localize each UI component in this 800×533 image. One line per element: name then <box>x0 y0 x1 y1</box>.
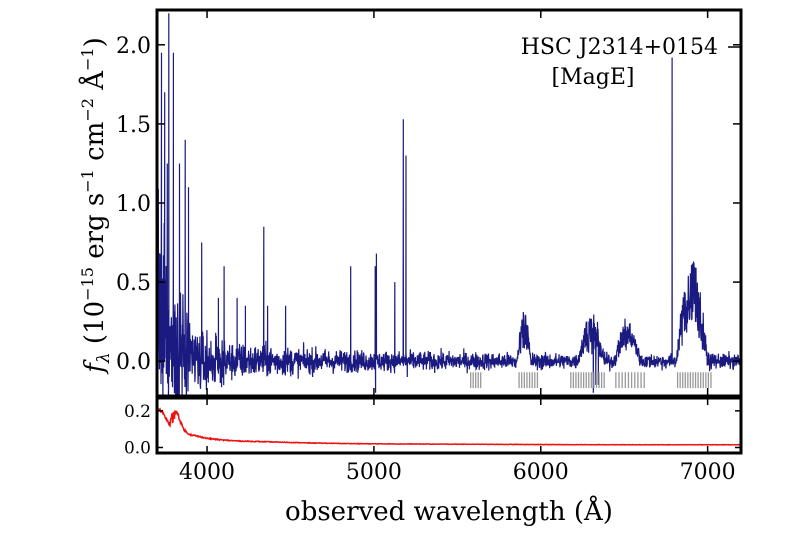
flux-line <box>157 13 741 396</box>
y-label-part: cm <box>80 122 110 169</box>
y-label-exp: −15 <box>78 267 97 301</box>
y-label-part: ) <box>80 37 110 47</box>
instrument-label: [MagE] <box>552 65 635 90</box>
y-label-exp: −1 <box>78 47 97 71</box>
y-label-subscript: λ <box>94 352 114 364</box>
main-y-axis: 0.0 0.5 1.0 1.5 2.0 <box>116 10 741 396</box>
error-y-tick-label: 0.0 <box>124 439 151 459</box>
main-panel-frame <box>155 8 743 398</box>
x-tick-label: 4000 <box>179 460 235 485</box>
y-label-exp: −2 <box>78 98 97 122</box>
error-panel-frame <box>155 396 743 455</box>
error-y-axis: 0.0 0.2 <box>124 402 741 459</box>
y-tick-label: 2.0 <box>116 34 151 59</box>
x-axis-label: observed wavelength (Å) <box>285 495 613 527</box>
x-axis: 4000 5000 6000 7000 <box>179 398 736 485</box>
sky-line-markers <box>470 372 712 389</box>
object-name-label: HSC J2314+0154 <box>521 35 718 60</box>
x-tick-label: 6000 <box>513 460 569 485</box>
x-tick-label: 5000 <box>346 460 402 485</box>
error-y-tick-label: 0.2 <box>124 402 151 422</box>
y-label-part: (10 <box>80 301 110 353</box>
y-tick-label: 0.5 <box>116 271 151 296</box>
x-tick-label: 7000 <box>680 460 736 485</box>
flux-spectrum-series <box>157 13 741 396</box>
error-line <box>157 407 741 446</box>
main-panel: 0.0 0.5 1.0 1.5 2.0 HSC J2314+0154 [MagE] <box>116 8 743 398</box>
y-axis-label: fλ (10−15 erg s−1 cm−2 Å−1) <box>78 37 114 374</box>
y-label-part: erg s <box>80 193 110 267</box>
y-label-exp: −1 <box>78 169 97 193</box>
y-label-part: Å <box>78 70 110 98</box>
error-spectrum-series <box>157 407 741 446</box>
y-tick-label: 1.0 <box>116 192 151 217</box>
error-panel: 0.0 0.2 4000 5000 6000 7000 <box>124 396 743 485</box>
y-tick-label: 0.0 <box>116 350 151 375</box>
y-tick-label: 1.5 <box>116 113 151 138</box>
